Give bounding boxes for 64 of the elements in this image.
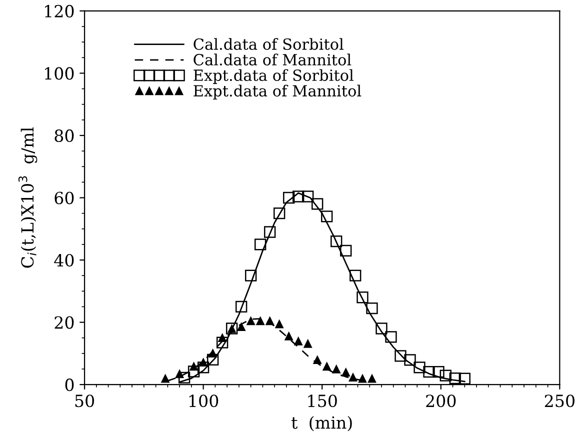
y-tick-label: 120: [45, 4, 74, 18]
point: [414, 362, 426, 374]
point: [216, 336, 228, 348]
point: [404, 354, 416, 366]
point: [350, 270, 362, 282]
point: [283, 192, 295, 204]
point: [274, 207, 286, 220]
y-tick-label: 40: [54, 254, 74, 267]
point: [294, 337, 302, 346]
point: [197, 362, 210, 374]
y-tick-label: 20: [54, 316, 74, 329]
point: [322, 362, 331, 371]
x-tick-label: 250: [544, 394, 574, 408]
point: [292, 190, 304, 202]
y-axis-title: C$_{i}$(t,L)X10$^{3}$ g/ml: [18, 127, 38, 268]
y-tick-label: 100: [45, 67, 74, 80]
point: [188, 366, 200, 378]
point: [366, 302, 378, 314]
point: [237, 322, 246, 332]
point: [356, 292, 368, 304]
point: [432, 366, 444, 378]
point: [313, 356, 322, 364]
point: [275, 320, 284, 328]
point: [340, 244, 352, 257]
point: [330, 236, 342, 248]
point: [321, 210, 333, 222]
point: [358, 374, 367, 383]
legend-label: Expt.data of Mannitol: [194, 84, 362, 100]
point: [264, 226, 276, 238]
point: [440, 370, 452, 382]
y-tick-label: 80: [54, 129, 74, 142]
y-tick-label: 0: [65, 378, 74, 392]
point: [348, 373, 358, 382]
x-tick-label: 50: [75, 394, 94, 408]
point: [266, 316, 274, 326]
point: [376, 322, 388, 334]
point: [312, 198, 324, 210]
x-tick-label: 150: [308, 394, 337, 408]
point: [342, 368, 350, 377]
x-tick-label: 100: [189, 394, 218, 408]
point: [161, 374, 170, 383]
legend-label: Cal.data of Mannitol: [194, 54, 352, 66]
point: [368, 374, 376, 383]
point: [458, 372, 470, 384]
point: [423, 366, 435, 378]
point: [449, 372, 461, 384]
y-tick-label: 60: [54, 192, 74, 204]
point: [246, 316, 255, 326]
point: [394, 350, 406, 362]
point: [206, 354, 219, 366]
point: [236, 300, 248, 313]
point: [284, 332, 293, 340]
point: [178, 372, 190, 384]
point: [245, 270, 257, 282]
point: [256, 316, 264, 326]
legend-label: Cal.data of Sorbitol: [194, 38, 344, 50]
x-tick-label: 200: [426, 394, 456, 408]
legend-label: Expt.data of Sorbitol: [194, 69, 354, 84]
point: [332, 365, 340, 374]
point: [385, 331, 397, 343]
x-axis-title: t (min): [292, 416, 352, 432]
point: [304, 340, 312, 348]
point: [302, 190, 314, 202]
point: [254, 238, 266, 250]
